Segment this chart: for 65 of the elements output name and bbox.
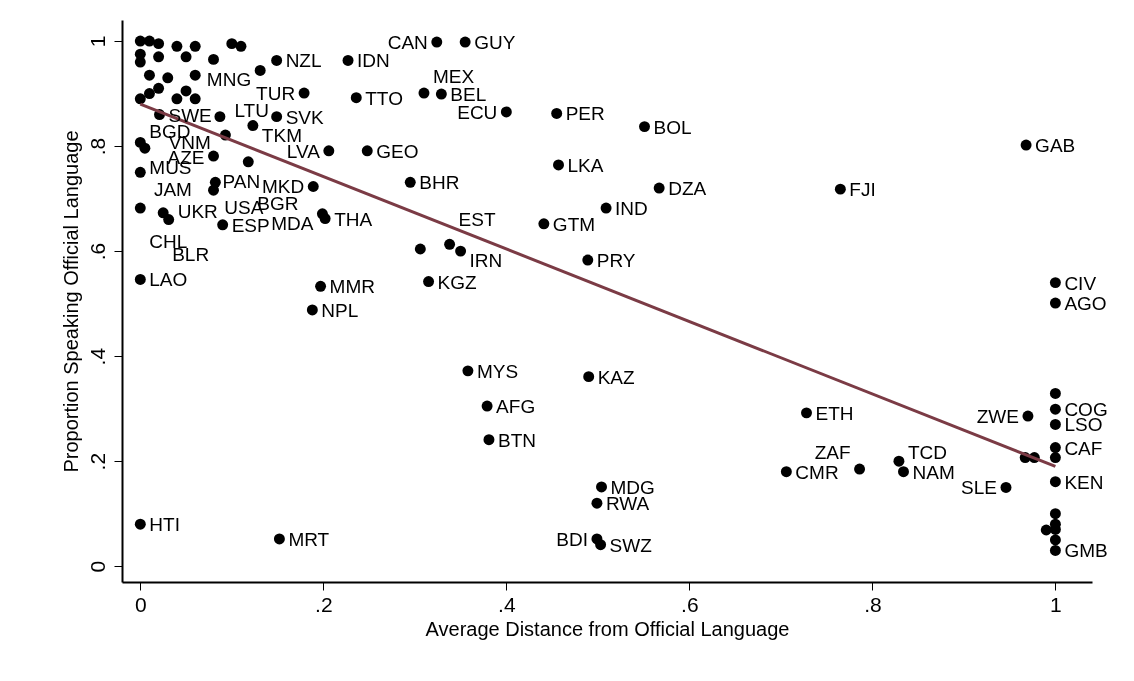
x-tick-label: .2 <box>315 592 333 616</box>
annotation: CAN <box>387 32 428 54</box>
annotation: BOL <box>653 116 692 138</box>
annotation: KEN <box>1064 471 1104 493</box>
annotation: NPL <box>321 299 359 321</box>
annotation: ZWE <box>976 406 1019 428</box>
x-tick-label: 1 <box>1050 592 1062 616</box>
annotation: IDN <box>357 50 390 72</box>
y-axis-title: Proportion Speaking Official Language <box>59 130 82 473</box>
annotation: KAZ <box>597 366 636 388</box>
annotation: TTO <box>365 87 403 109</box>
annotation: GAB <box>1035 135 1076 157</box>
annotation: HTI <box>149 514 180 536</box>
y-tick-label: 1 <box>85 35 109 48</box>
annotation: MYS <box>476 360 519 382</box>
annotation: BDI <box>556 528 588 550</box>
annotation: NAM <box>912 461 955 483</box>
annotation: SWE <box>168 104 212 126</box>
annotation: ESP <box>231 214 270 236</box>
annotation: IRN <box>469 250 503 272</box>
annotation: CMR <box>795 461 839 483</box>
annotation: GUY <box>474 32 516 54</box>
x-tick-label: .8 <box>864 592 882 616</box>
annotation: THA <box>334 208 373 230</box>
annotation: NZL <box>285 50 322 72</box>
y-tick-label: .8 <box>85 137 109 156</box>
annotation: BTN <box>497 429 536 451</box>
y-tick-label: .2 <box>85 452 109 471</box>
annotation: DZA <box>668 178 707 200</box>
annotation: TCD <box>907 442 947 464</box>
annotation: AFG <box>496 396 536 418</box>
y-tick-label: .6 <box>85 242 109 261</box>
annotation: ETH <box>815 402 854 424</box>
annotation: PAN <box>222 171 261 193</box>
annotation: MRT <box>288 528 330 550</box>
annotation: ZAF <box>814 442 851 464</box>
annotation: GEO <box>376 140 419 162</box>
annotation: SWZ <box>609 534 653 556</box>
annotation: FJI <box>849 179 876 201</box>
annotation: CAF <box>1064 437 1103 459</box>
annotation: JAM <box>153 179 192 201</box>
annotation: IND <box>615 198 648 220</box>
annotation: MDA <box>271 212 314 234</box>
annotation: PRY <box>596 250 636 272</box>
y-tick-label: 0 <box>85 560 109 573</box>
annotation: KGZ <box>437 271 478 293</box>
annotation: GMB <box>1064 540 1108 562</box>
annotation: UKR <box>177 200 218 222</box>
annotation: PER <box>565 103 605 125</box>
annotation: EST <box>458 209 496 231</box>
annotation: LKA <box>567 154 604 176</box>
annotation: GTM <box>552 213 596 235</box>
x-tick-label: .6 <box>681 592 699 616</box>
annotation: MMR <box>329 276 375 298</box>
annotation: MKD <box>262 176 305 198</box>
annotation: SLE <box>961 477 997 499</box>
annotation: BHR <box>419 172 460 194</box>
annotation: CIV <box>1064 272 1097 294</box>
annotation: AGO <box>1064 293 1107 315</box>
x-tick-label: 0 <box>134 592 147 616</box>
x-axis-title: Average Distance from Official Language <box>425 617 790 640</box>
x-tick-label: .4 <box>498 592 516 616</box>
annotation: LAO <box>149 269 188 291</box>
y-tick-label: .4 <box>85 347 109 366</box>
annotation: MNG <box>206 69 252 91</box>
